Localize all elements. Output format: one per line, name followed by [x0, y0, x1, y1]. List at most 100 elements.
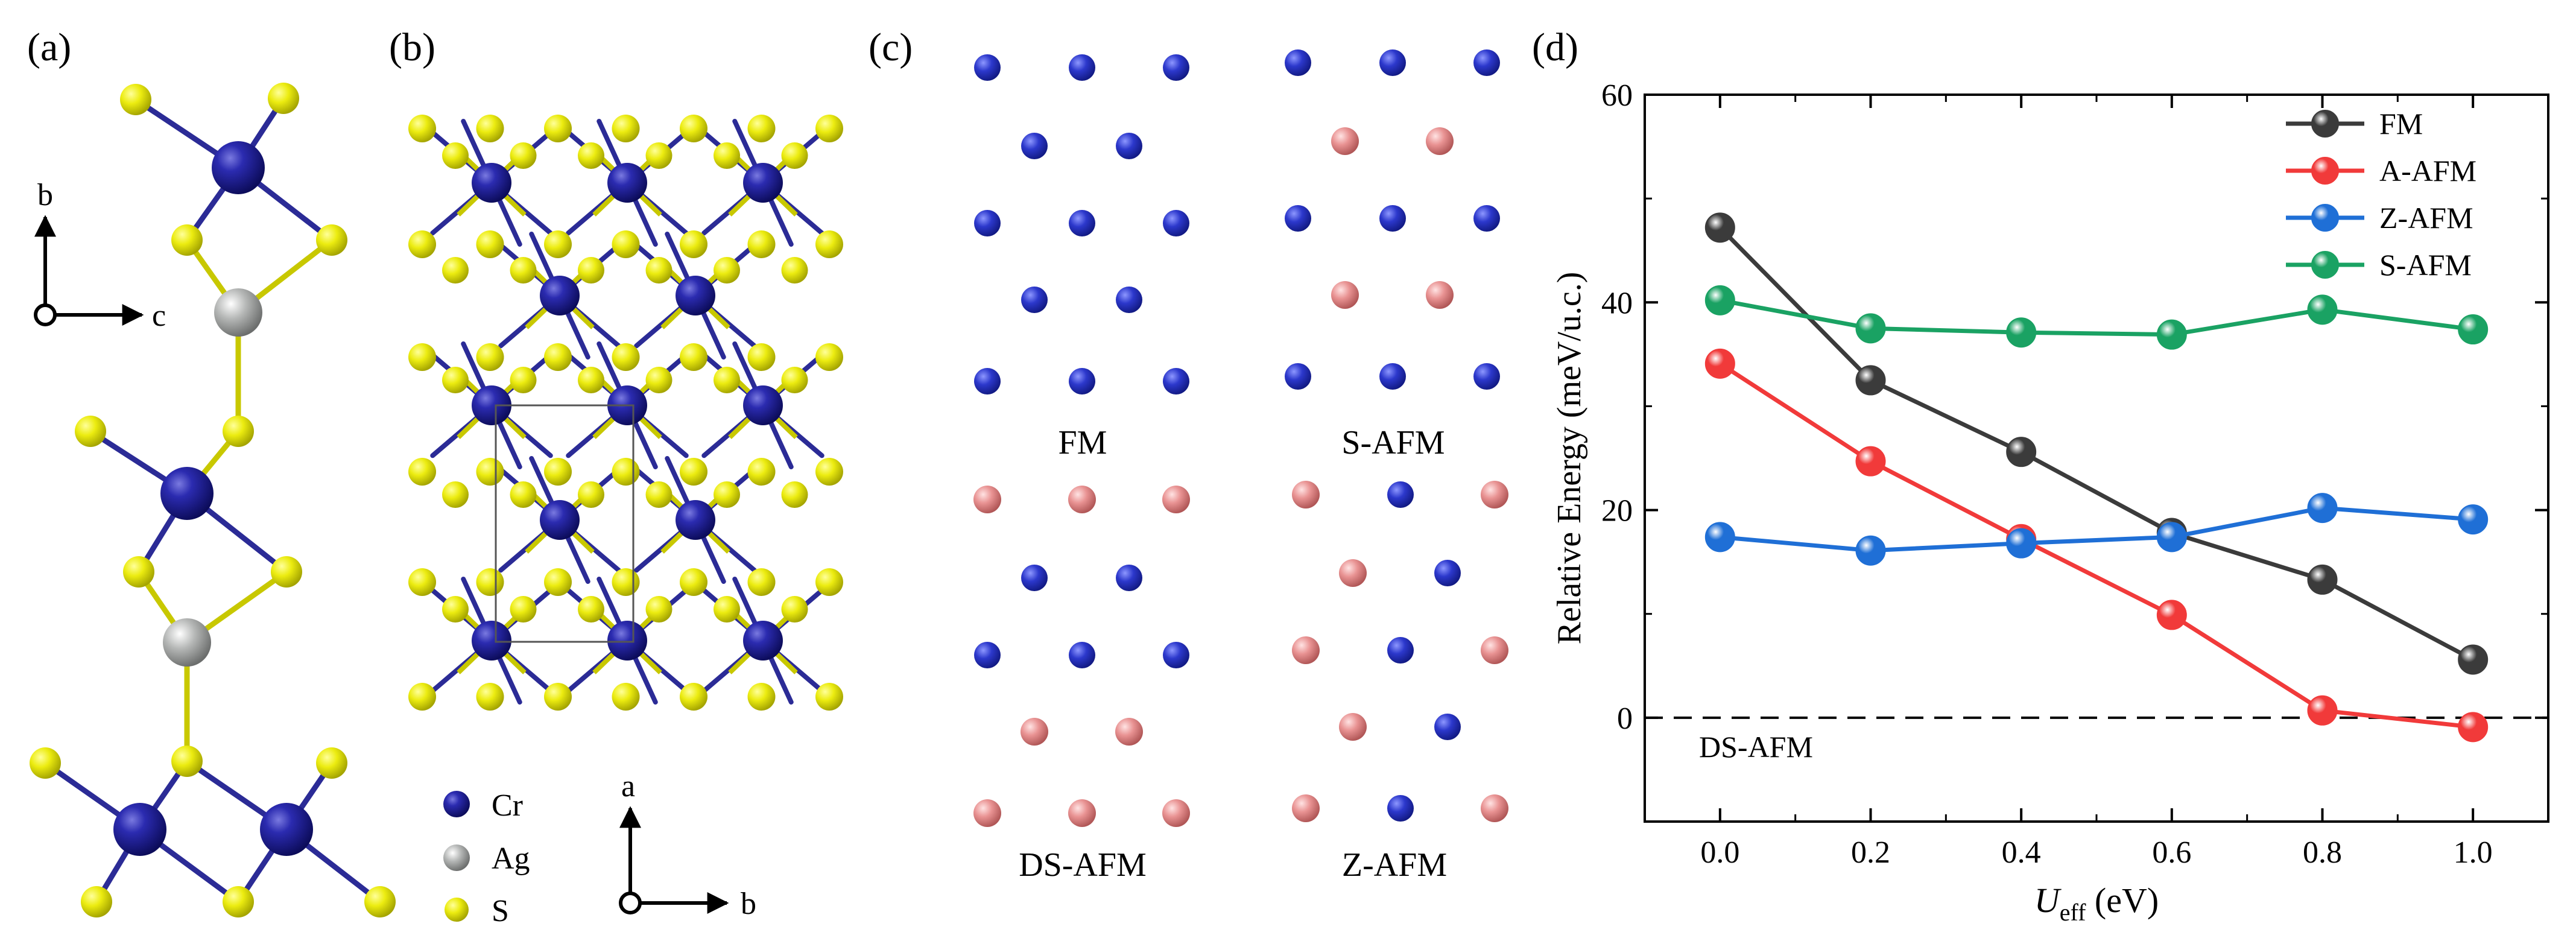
axis-b-label: b	[37, 178, 53, 212]
s-atom	[442, 367, 469, 393]
x-tick-label: 0.0	[1700, 835, 1739, 870]
data-point	[2006, 437, 2037, 467]
data-point	[2307, 294, 2338, 325]
series-s-afm	[1704, 285, 2489, 350]
legend-label: Z-AFM	[2379, 201, 2473, 235]
spin-down-atom	[973, 486, 1001, 513]
legend-s-label: S	[492, 894, 509, 928]
spin-up-atom	[1163, 368, 1189, 394]
s-atom	[442, 596, 469, 623]
panel-a-atoms	[30, 83, 396, 917]
s-atom	[747, 458, 776, 486]
s-atom	[476, 683, 504, 711]
s-atom	[781, 142, 808, 169]
data-point	[1704, 285, 1735, 315]
s-atom	[747, 683, 776, 711]
ag-atom	[214, 288, 262, 337]
s-atom	[680, 458, 707, 486]
panel-b-axes: a b	[619, 769, 756, 921]
s-atom	[612, 230, 640, 258]
s-atom	[578, 142, 604, 169]
s-atom	[476, 458, 504, 486]
s-atom	[645, 481, 672, 508]
cr-atom	[472, 385, 511, 425]
s-atom	[408, 458, 436, 486]
s-atom	[268, 83, 299, 114]
s-atom	[645, 142, 672, 169]
spin-down-atom	[1481, 481, 1508, 509]
data-point	[1855, 446, 1886, 477]
y-tick-label: 0	[1617, 702, 1633, 736]
s-atom	[408, 568, 436, 596]
spin-up-atom	[1021, 287, 1048, 313]
axis-b2-label: b	[741, 887, 756, 921]
panel-b-legend: Cr Ag S	[443, 788, 530, 928]
data-point	[2307, 493, 2338, 524]
cr-atom	[676, 276, 715, 315]
cr-atom	[743, 621, 783, 661]
s-atom	[714, 481, 740, 508]
spin-up-atom	[1434, 560, 1461, 586]
legend-label: A-AFM	[2379, 154, 2476, 188]
panel-a-axes: b c	[34, 178, 166, 333]
config-label-fm: FM	[1059, 424, 1107, 461]
s-atom	[747, 230, 776, 258]
spin-down-atom	[1426, 127, 1454, 155]
data-point	[2458, 314, 2489, 345]
s-atom	[120, 84, 151, 115]
cr-atom	[607, 621, 647, 661]
x-tick-label: 0.2	[1851, 835, 1890, 870]
x-tick-label: 0.4	[2002, 835, 2041, 870]
spin-up-atom	[1285, 49, 1311, 76]
cr-atom	[743, 385, 783, 425]
cr-atom	[260, 803, 313, 856]
s-atom	[171, 746, 203, 777]
legend-marker	[2311, 204, 2339, 232]
y-tick-label: 20	[1601, 494, 1633, 528]
spin-up-atom	[1163, 210, 1189, 236]
s-atom	[645, 596, 672, 623]
s-atom	[815, 683, 843, 711]
spin-up-atom	[1434, 714, 1461, 740]
spin-up-atom	[1116, 565, 1142, 591]
spin-up-atom	[974, 54, 1001, 81]
s-atom	[680, 343, 707, 371]
s-atom	[544, 458, 572, 486]
panel-c-spins	[973, 49, 1508, 827]
spin-down-atom	[973, 799, 1001, 827]
spin-up-atom	[1116, 133, 1142, 159]
unit-cell	[495, 404, 635, 643]
s-atom	[714, 367, 740, 393]
s-atom	[510, 142, 537, 169]
s-atom	[476, 343, 504, 371]
s-atom	[714, 596, 740, 623]
data-point	[1704, 348, 1735, 379]
s-atom	[30, 747, 61, 779]
s-atom	[544, 683, 572, 711]
y-tick-label: 60	[1601, 78, 1633, 113]
data-point	[2156, 600, 2187, 630]
y-axis-label: Relative Energy (meV/u.c.)	[1551, 272, 1588, 645]
spin-up-atom	[1387, 481, 1414, 508]
config-label-s-afm: S-AFM	[1341, 424, 1445, 461]
spin-up-atom	[1387, 795, 1414, 822]
spin-down-atom	[1481, 794, 1508, 822]
cr-atom	[540, 500, 580, 540]
spin-up-atom	[1379, 205, 1406, 232]
s-atom	[645, 257, 672, 284]
s-atom	[680, 230, 707, 258]
panel-d: (d) 0 20 40 60 0.0 0.2 0.4 0.6 0.8 1.0 DS-AFM FM A-A…	[1532, 25, 2549, 926]
s-atom	[815, 343, 843, 371]
x-tick-label: 0.8	[2303, 835, 2342, 870]
spin-down-atom	[1331, 281, 1359, 309]
ag-atom	[163, 618, 211, 667]
s-atom	[510, 257, 537, 284]
chart-legend: FM A-AFM Z-AFM S-AFM	[2286, 107, 2476, 282]
data-point	[2307, 695, 2338, 726]
s-atom	[442, 481, 469, 508]
spin-up-atom	[1473, 205, 1500, 232]
s-atom	[544, 230, 572, 258]
data-point	[2458, 644, 2489, 675]
s-atom	[781, 257, 808, 284]
s-atom	[316, 224, 347, 256]
